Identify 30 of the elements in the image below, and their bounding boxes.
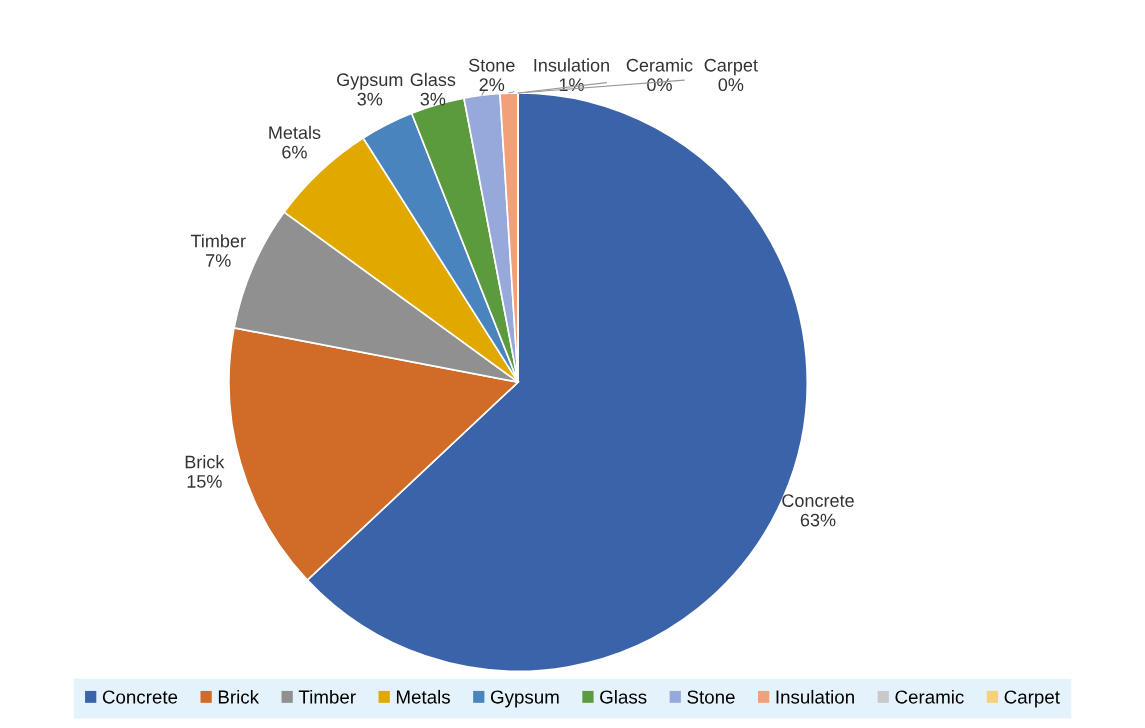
category-label: Carpet: [704, 58, 758, 76]
legend-label: Concrete: [102, 690, 178, 704]
data-label: 1%: [559, 78, 584, 91]
data-label: 63%: [800, 513, 836, 527]
slice-label: Stone: [468, 58, 515, 72]
legend-label: Glass: [600, 689, 647, 704]
slice-label: Gypsum: [337, 73, 403, 90]
data-label: 7%: [206, 254, 231, 267]
data-label: 3%: [420, 92, 446, 106]
legend-label: Stone: [687, 690, 735, 704]
text: 0%: [718, 78, 744, 92]
slice-label: Brick: [185, 455, 225, 469]
legend-label: Carpet: [1004, 690, 1060, 708]
data-label: 15%: [187, 475, 222, 488]
legend-label: Insulation: [776, 689, 854, 704]
slice-label: Insulation: [534, 58, 609, 72]
slice-label: Timber: [190, 234, 246, 248]
slice-label: Metals: [269, 125, 321, 140]
legend-label: Gypsum: [490, 690, 559, 708]
legend-label: Metals: [396, 689, 450, 704]
data-label: 3%: [357, 92, 383, 106]
data-label: 6%: [282, 145, 307, 159]
slice-label: Glass: [410, 72, 456, 87]
text: 0%: [647, 78, 672, 92]
data-label: 2%: [479, 78, 505, 91]
slice-label: Concrete: [782, 494, 854, 507]
legend-label: Ceramic: [895, 689, 964, 704]
legend-label: Timber: [298, 689, 356, 704]
category-label: Ceramic: [626, 58, 693, 72]
legend-label: Brick: [218, 689, 260, 704]
